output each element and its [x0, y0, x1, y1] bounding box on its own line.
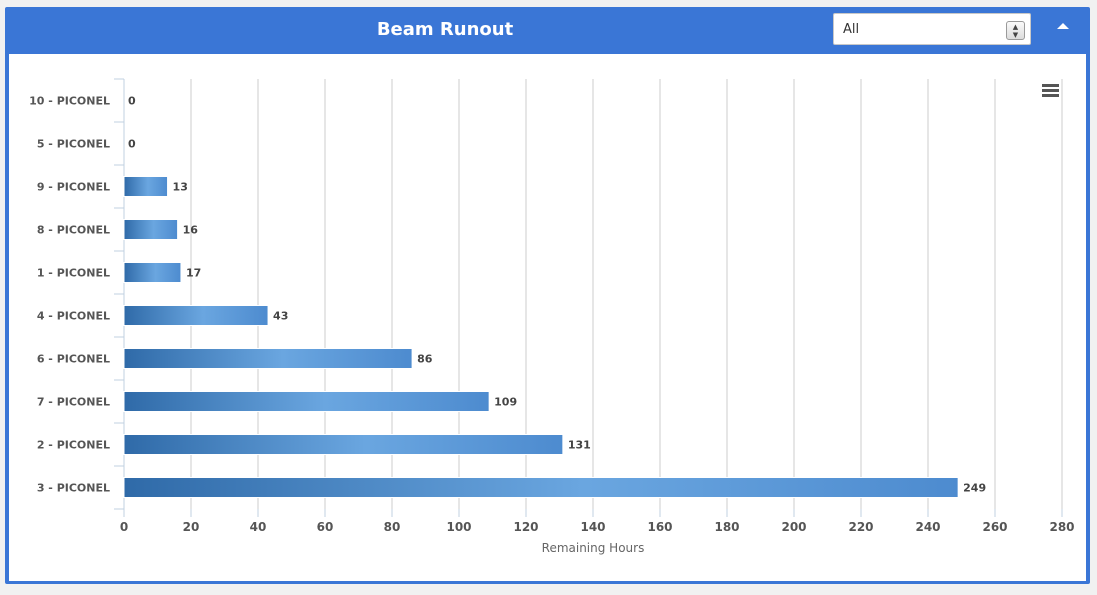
x-tick-label: 140 [580, 520, 605, 534]
x-tick-label: 220 [848, 520, 873, 534]
x-tick-label: 180 [714, 520, 739, 534]
select-arrows-icon: ▲ ▼ [1006, 21, 1025, 40]
data-label: 109 [494, 396, 517, 409]
category-label: 8 - PICONEL [37, 224, 110, 237]
data-label: 17 [186, 267, 201, 280]
data-label: 131 [568, 439, 591, 452]
category-label: 2 - PICONEL [37, 439, 110, 452]
data-label: 249 [963, 482, 986, 495]
panel-title: Beam Runout [376, 19, 514, 40]
bar[interactable] [123, 434, 564, 455]
panel-body: 0 20 40 60 80 100 120 140 160 180 200 220 240 260 280 R… [9, 54, 1086, 581]
filter-selected-value: All [843, 22, 860, 37]
x-tick-label: 0 [120, 520, 128, 534]
x-tick-label: 160 [647, 520, 672, 534]
x-tick-label: 260 [982, 520, 1007, 534]
bar[interactable] [123, 348, 413, 369]
collapse-up-icon[interactable] [1057, 23, 1069, 29]
x-axis-title: Remaining Hours [542, 541, 645, 555]
category-label: 7 - PICONEL [37, 396, 110, 409]
x-tick-label: 280 [1049, 520, 1074, 534]
bar[interactable] [123, 477, 959, 498]
data-label: 0 [128, 95, 136, 108]
x-axis: 0 20 40 60 80 100 120 140 160 180 200 220 240 260 280 [120, 509, 1075, 534]
category-label: 3 - PICONEL [37, 482, 110, 495]
menu-line [1042, 89, 1059, 92]
beam-runout-panel: Beam Runout All ▲ ▼ 0 20 40 60 80 100 120 140 160… [5, 7, 1090, 584]
bar-chart: 0 20 40 60 80 100 120 140 160 180 200 220 240 260 280R… [29, 78, 1075, 555]
x-tick-label: 40 [250, 520, 267, 534]
menu-line [1042, 84, 1059, 87]
x-tick-label: 240 [915, 520, 940, 534]
x-tick-label: 20 [183, 520, 200, 534]
x-tick-label: 100 [446, 520, 471, 534]
x-tick-label: 80 [384, 520, 401, 534]
category-label: 5 - PICONEL [37, 138, 110, 151]
panel-header: Beam Runout All ▲ ▼ [5, 7, 1090, 53]
bar[interactable] [123, 305, 269, 326]
data-label: 86 [417, 353, 433, 366]
bar[interactable] [123, 262, 182, 283]
category-label: 6 - PICONEL [37, 353, 110, 366]
data-label: 16 [183, 224, 199, 237]
menu-line [1042, 94, 1059, 97]
y-axis [114, 78, 125, 510]
hamburger-menu-icon[interactable] [1040, 81, 1062, 101]
data-label: 0 [128, 138, 136, 151]
data-label: 13 [173, 181, 188, 194]
data-label: 43 [273, 310, 288, 323]
category-label: 10 - PICONEL [29, 95, 110, 108]
x-tick-label: 120 [513, 520, 538, 534]
bar[interactable] [123, 391, 490, 412]
x-tick-label: 60 [317, 520, 334, 534]
bar[interactable] [123, 176, 169, 197]
category-label: 1 - PICONEL [37, 267, 110, 280]
category-label: 9 - PICONEL [37, 181, 110, 194]
x-tick-label: 200 [781, 520, 806, 534]
filter-select[interactable]: All ▲ ▼ [833, 13, 1031, 45]
bar[interactable] [123, 219, 179, 240]
category-label: 4 - PICONEL [37, 310, 110, 323]
